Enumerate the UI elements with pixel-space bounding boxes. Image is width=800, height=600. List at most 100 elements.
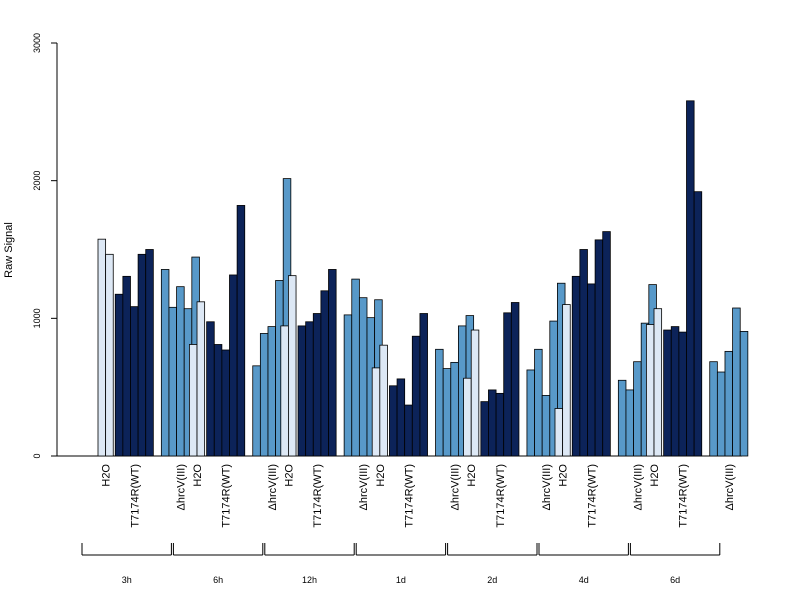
group-label: T7174R(WT) <box>495 464 507 528</box>
bar <box>252 365 261 457</box>
bar <box>587 283 596 457</box>
group-label: ΔhrcV(III) <box>724 464 736 510</box>
group-label: ΔhrcV(III) <box>267 464 279 510</box>
group-label: H2O <box>101 464 113 487</box>
bar <box>686 100 695 457</box>
bar <box>97 238 107 457</box>
bar <box>371 367 381 457</box>
bar <box>442 368 452 457</box>
timepoint-label: 2d <box>487 575 497 585</box>
bar <box>305 321 314 457</box>
bar <box>495 392 505 457</box>
bar <box>229 274 238 457</box>
bar <box>534 348 543 457</box>
bar <box>236 205 246 457</box>
bar <box>670 326 680 457</box>
timepoint-label: 6d <box>670 575 680 585</box>
bar <box>297 325 307 457</box>
bar <box>137 253 147 457</box>
bar <box>562 304 571 457</box>
bar <box>571 275 581 457</box>
bar <box>510 302 520 457</box>
bar <box>693 191 703 457</box>
bar <box>122 275 131 457</box>
bar <box>130 306 139 457</box>
bar <box>389 385 398 457</box>
bar <box>463 377 472 457</box>
bar <box>351 278 360 457</box>
bar <box>280 325 289 457</box>
bar <box>221 349 230 457</box>
bar <box>288 275 297 457</box>
bar <box>168 306 177 457</box>
bar <box>480 401 489 457</box>
bar <box>213 344 223 457</box>
bar <box>114 293 124 457</box>
bar <box>625 389 634 457</box>
bar <box>343 314 353 457</box>
group-label: H2O <box>192 464 204 487</box>
bar <box>435 348 444 457</box>
y-tick-label: 0 <box>32 453 42 458</box>
bars <box>97 100 749 457</box>
bar <box>709 361 718 457</box>
group-label: T7174R(WT) <box>312 464 324 528</box>
bar <box>653 308 663 457</box>
bar <box>579 249 588 457</box>
bar <box>267 326 277 457</box>
bar <box>739 331 749 457</box>
group-label: ΔhrcV(III) <box>450 464 462 510</box>
group-label: T7174R(WT) <box>403 464 415 528</box>
group-label: H2O <box>649 464 661 487</box>
bar <box>526 369 535 457</box>
bar <box>176 286 185 457</box>
bar <box>732 307 741 457</box>
bar <box>633 361 642 457</box>
group-label: ΔhrcV(III) <box>632 464 644 510</box>
group-label: T7174R(WT) <box>129 464 141 528</box>
bar <box>541 395 551 457</box>
bar <box>470 329 480 457</box>
bar <box>617 379 627 457</box>
group-label: T7174R(WT) <box>221 464 233 528</box>
bar <box>160 269 170 457</box>
bar <box>188 344 198 457</box>
bar <box>105 253 114 457</box>
bar <box>663 329 672 457</box>
bar <box>602 231 611 457</box>
timepoint-label: 6h <box>213 575 223 585</box>
bar <box>396 378 406 457</box>
bar <box>145 249 154 457</box>
bar <box>594 239 604 457</box>
y-tick-label: 1000 <box>32 308 42 328</box>
bar <box>554 408 564 457</box>
group-label: T7174R(WT) <box>586 464 598 528</box>
bar <box>419 313 428 457</box>
group-label: H2O <box>283 464 295 487</box>
group-label: H2O <box>466 464 478 487</box>
timepoint-label: 4d <box>579 575 589 585</box>
bar <box>488 389 497 457</box>
timepoint-label: 3h <box>122 575 132 585</box>
bar <box>646 324 655 457</box>
bar <box>312 313 322 457</box>
bar <box>503 312 512 457</box>
bar <box>716 371 726 457</box>
group-label: ΔhrcV(III) <box>358 464 370 510</box>
bar <box>196 301 206 457</box>
timepoint-label: 12h <box>302 575 317 585</box>
y-tick-label: 3000 <box>32 33 42 53</box>
bar <box>411 335 421 457</box>
bar <box>358 297 368 457</box>
group-label: ΔhrcV(III) <box>175 464 187 510</box>
bar <box>259 333 269 457</box>
bar <box>320 290 329 457</box>
bar <box>206 321 215 457</box>
group-labels: H2O T7174R(WT) ΔhrcV(III) H2O T7174R(WT) Δhrc… <box>101 464 736 528</box>
y-tick-label: 2000 <box>32 171 42 191</box>
timepoint-brackets: 3h 6h 12h 1d 2d 4d 6d <box>81 543 721 585</box>
group-label: ΔhrcV(III) <box>541 464 553 510</box>
group-label: H2O <box>558 464 570 487</box>
bar <box>379 344 388 457</box>
bar <box>678 331 687 457</box>
